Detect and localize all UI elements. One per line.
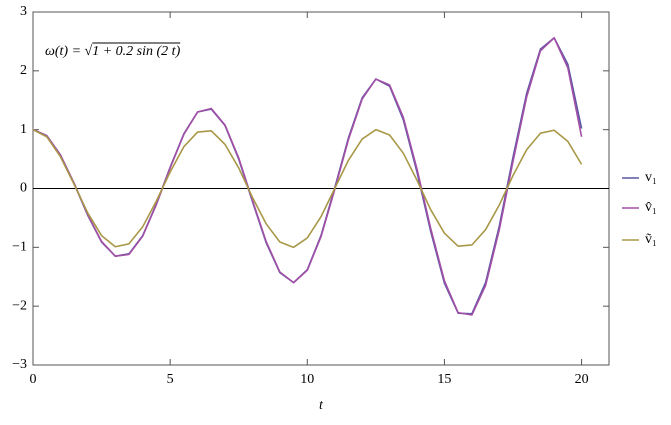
y-tick-label: 1 bbox=[20, 122, 27, 137]
x-axis-label: t bbox=[319, 398, 324, 413]
annotation: ω(t) = √1 + 0.2 sin (2 t) bbox=[45, 44, 181, 59]
y-tick-label: −2 bbox=[12, 298, 27, 313]
y-tick-label: 0 bbox=[20, 181, 27, 196]
series-line bbox=[32, 37, 583, 315]
y-tick-label: 3 bbox=[20, 4, 27, 19]
y-tick-label: 2 bbox=[20, 63, 27, 78]
series-line bbox=[32, 37, 583, 316]
x-tick-label: 20 bbox=[575, 372, 589, 387]
x-tick-label: 0 bbox=[30, 372, 37, 387]
legend-label: ṽ₁ bbox=[645, 232, 657, 247]
series-line bbox=[32, 128, 583, 249]
legend-label: v̂₁ bbox=[645, 200, 657, 215]
legend-label: v₁ bbox=[645, 170, 657, 185]
y-tick-label: −3 bbox=[12, 357, 27, 372]
x-tick-label: 10 bbox=[300, 372, 314, 387]
x-tick-label: 15 bbox=[437, 372, 451, 387]
y-tick-label: −1 bbox=[12, 240, 27, 255]
x-tick-label: 5 bbox=[167, 372, 174, 387]
